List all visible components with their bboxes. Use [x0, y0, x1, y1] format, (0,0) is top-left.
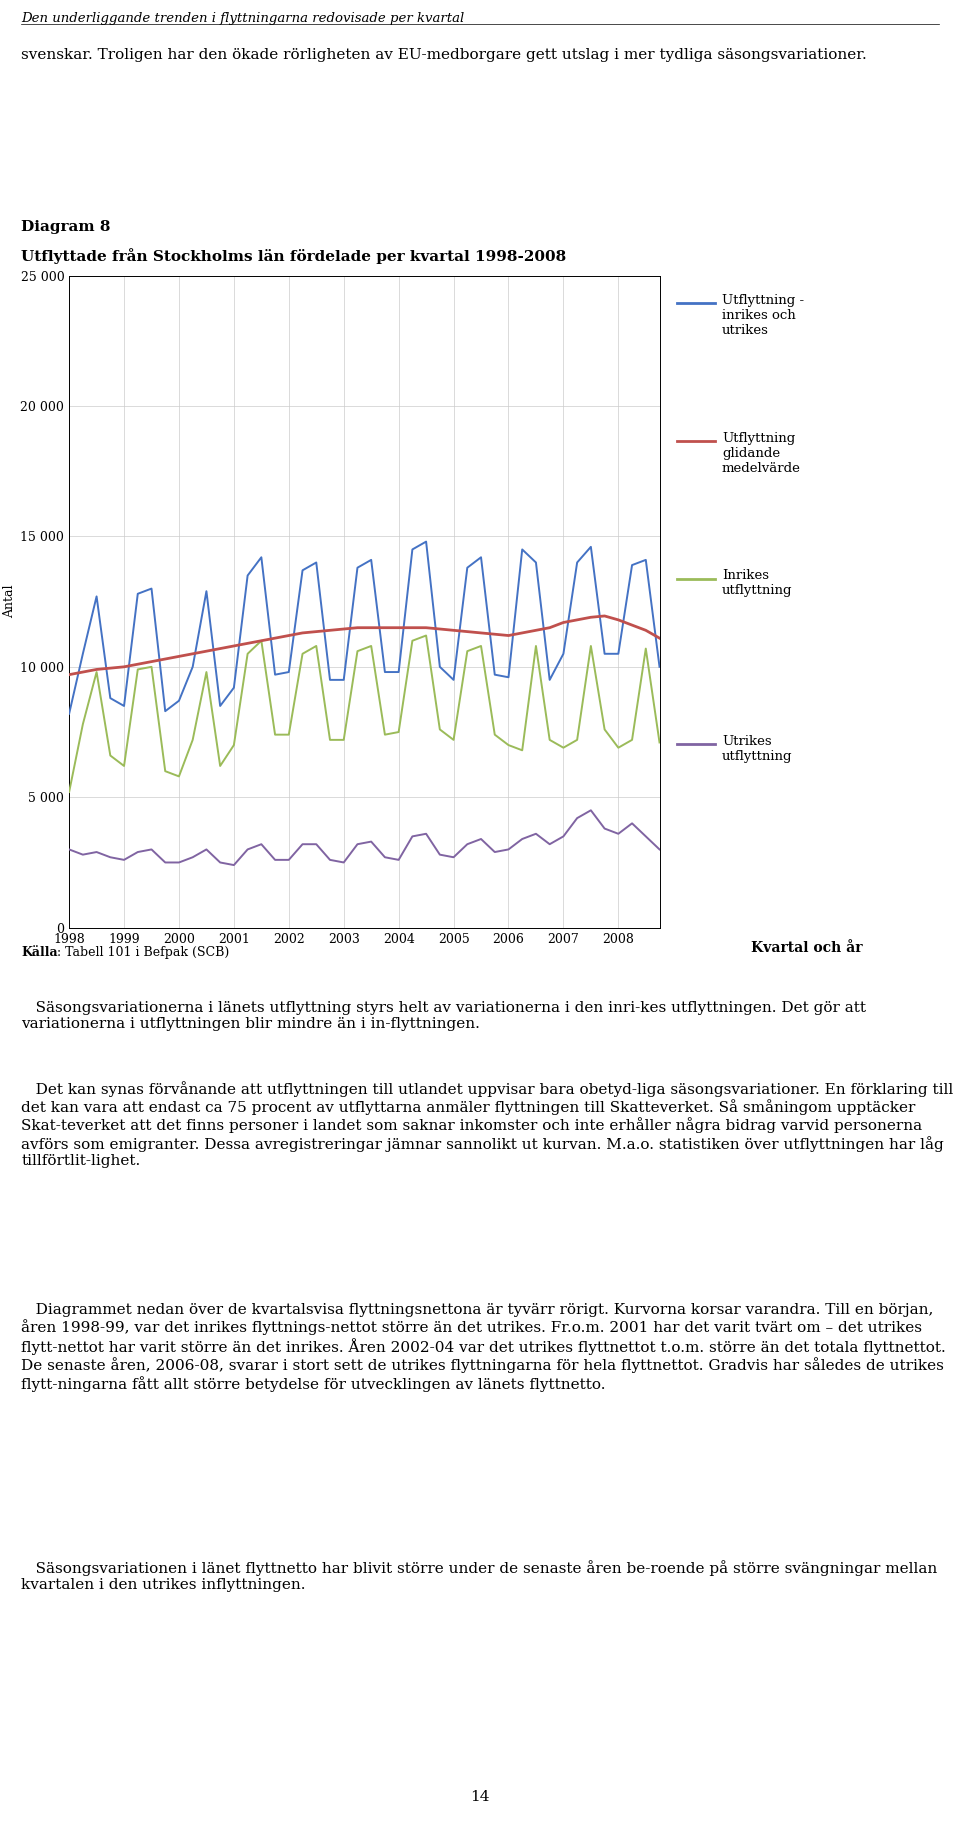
Text: Utflyttade från Stockholms län fördelade per kvartal 1998-2008: Utflyttade från Stockholms län fördelade…	[21, 248, 566, 265]
Text: : Tabell 101 i Befpak (SCB): : Tabell 101 i Befpak (SCB)	[57, 946, 228, 959]
Text: Diagrammet nedan över de kvartalsvisa flyttningsnettona är tyvärr rörigt. Kurvor: Diagrammet nedan över de kvartalsvisa fl…	[21, 1302, 946, 1392]
Text: Diagram 8: Diagram 8	[21, 220, 110, 235]
Text: Utrikes
utflyttning: Utrikes utflyttning	[722, 735, 792, 762]
Text: Den underliggande trenden i flyttningarna redovisade per kvartal: Den underliggande trenden i flyttningarn…	[21, 11, 465, 26]
Text: Källa: Källa	[21, 946, 58, 959]
Text: svenskar. Troligen har den ökade rörligheten av EU-medborgare gett utslag i mer : svenskar. Troligen har den ökade rörligh…	[21, 48, 867, 62]
Text: Inrikes
utflyttning: Inrikes utflyttning	[722, 569, 792, 597]
Text: 14: 14	[470, 1789, 490, 1804]
Text: Utflyttning
glidande
medelvärde: Utflyttning glidande medelvärde	[722, 432, 801, 474]
Text: Det kan synas förvånande att utflyttningen till utlandet uppvisar bara obetyd-li: Det kan synas förvånande att utflyttning…	[21, 1080, 953, 1168]
Text: Säsongsvariationen i länet flyttnetto har blivit större under de senaste åren be: Säsongsvariationen i länet flyttnetto ha…	[21, 1560, 937, 1593]
Y-axis label: Antal: Antal	[3, 584, 16, 619]
Text: Utflyttning -
inrikes och
utrikes: Utflyttning - inrikes och utrikes	[722, 294, 804, 336]
Text: Säsongsvariationerna i länets utflyttning styrs helt av variationerna i den inri: Säsongsvariationerna i länets utflyttnin…	[21, 1001, 866, 1031]
Text: Kvartal och år: Kvartal och år	[751, 941, 862, 955]
